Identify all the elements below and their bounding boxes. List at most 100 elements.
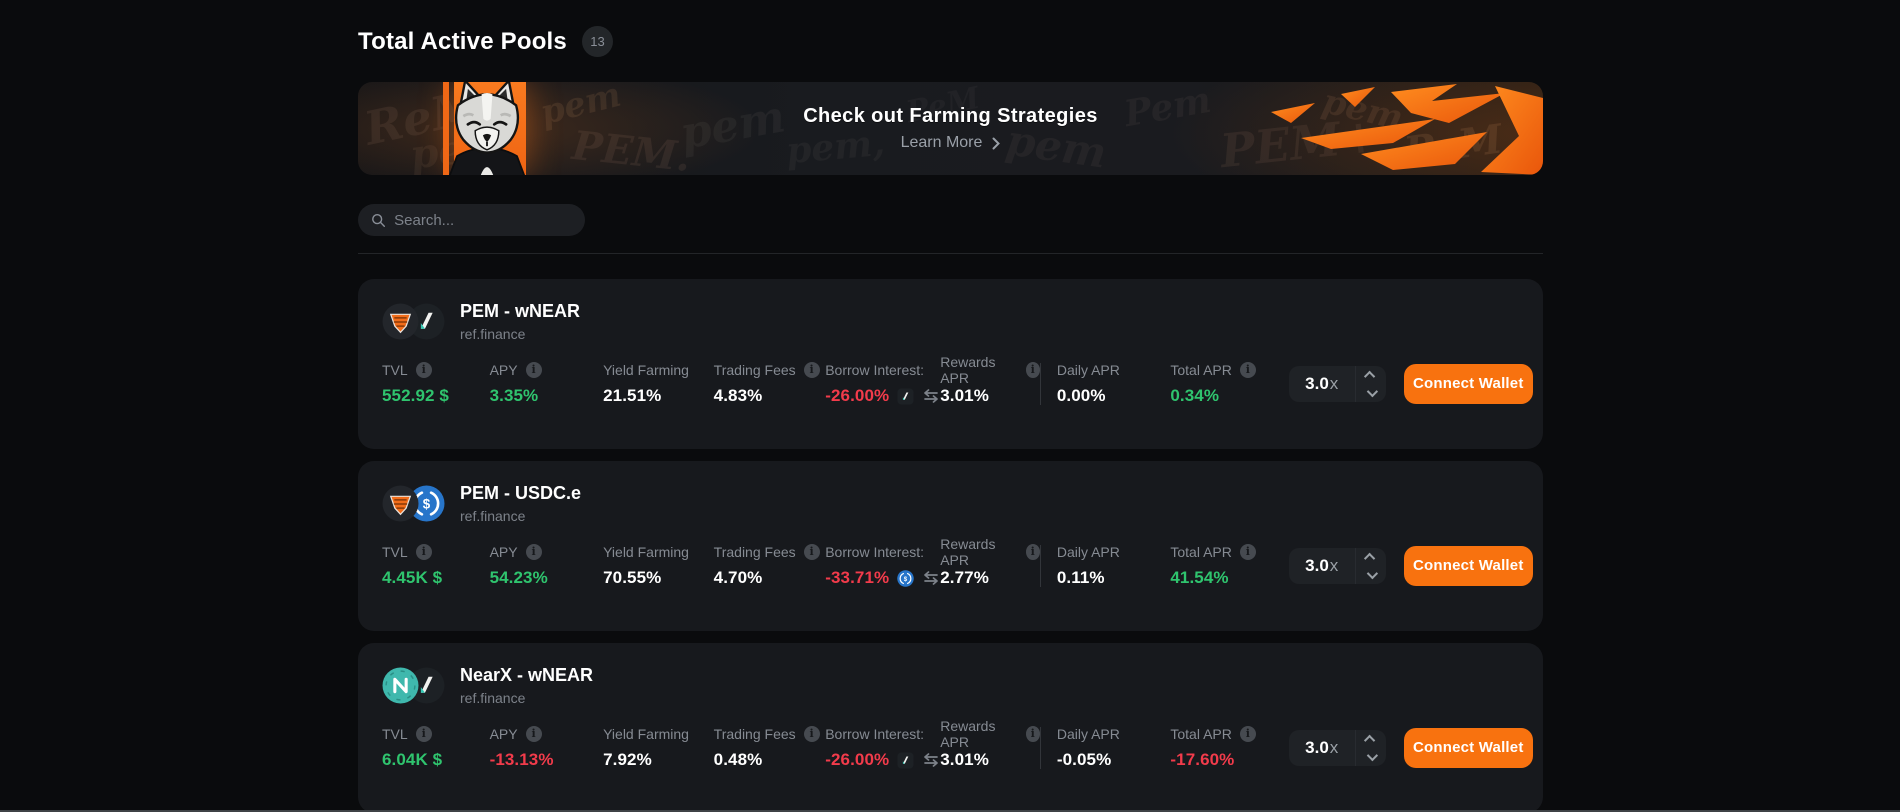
info-icon[interactable]: i [1239, 543, 1256, 560]
section-divider [358, 253, 1543, 254]
pool-token-icons [382, 667, 445, 704]
leverage-suffix: x [1329, 373, 1339, 393]
stats-divider [1039, 544, 1041, 587]
info-icon[interactable]: i [1025, 361, 1040, 378]
daily-apr-label: Daily APR [1056, 543, 1120, 560]
info-icon[interactable]: i [803, 543, 820, 560]
apy-label: APY [489, 725, 518, 742]
leverage-increase-button[interactable] [1356, 366, 1386, 384]
tvl-value: 4.45K $ [382, 568, 443, 587]
leverage-decrease-button[interactable] [1356, 566, 1386, 584]
pool-platform: ref.finance [460, 508, 526, 524]
tvl-label: TVL [382, 361, 408, 378]
leverage-stepper[interactable]: 3.0 x [1288, 547, 1386, 584]
trading-fees-value: 0.48% [713, 750, 763, 769]
learn-more-link[interactable]: Learn More [901, 134, 1001, 152]
leverage-stepper[interactable]: 3.0 x [1288, 729, 1386, 766]
leverage-decrease-button[interactable] [1356, 384, 1386, 402]
tvl-label: TVL [382, 725, 408, 742]
yield-farming-label: Yield Farming [603, 543, 689, 560]
fox-mascot-illustration [448, 82, 526, 175]
info-icon[interactable]: i [803, 725, 820, 742]
swap-borrow-asset-icon[interactable] [922, 753, 940, 767]
pools-page: Total Active Pools 13 ReM pem pem PEM. p… [358, 0, 1543, 812]
search-input[interactable] [394, 211, 572, 229]
apy-value: 54.23% [489, 568, 548, 587]
page-header: Total Active Pools 13 [358, 26, 1543, 57]
total-apr-value: 0.34% [1170, 386, 1220, 405]
banner-orange-sliver [443, 82, 449, 175]
yield-farming-label: Yield Farming [603, 361, 689, 378]
pool-count-badge: 13 [581, 26, 613, 57]
apy-value: 3.35% [489, 386, 539, 405]
connect-wallet-button[interactable]: Connect Wallet [1403, 363, 1533, 404]
borrow-interest-value: -33.71% [825, 568, 890, 587]
info-icon[interactable]: i [1239, 361, 1256, 378]
info-icon[interactable]: i [1025, 543, 1040, 560]
connect-wallet-button[interactable]: Connect Wallet [1403, 727, 1533, 768]
pool-card-pem-usdce: PEM - USDC.e ref.finance TVL i 4.45K $ AP… [358, 461, 1543, 631]
info-icon[interactable]: i [525, 543, 542, 560]
rewards-apr-label: Rewards APR [940, 717, 996, 750]
info-icon[interactable]: i [525, 361, 542, 378]
pool-card-nearx-wnear: NearX - wNEAR ref.finance TVL i 6.04K $ A… [358, 643, 1543, 812]
info-icon[interactable]: i [415, 361, 432, 378]
apy-label: APY [489, 543, 518, 560]
rewards-apr-value: 3.01% [940, 750, 989, 769]
orange-shards-decoration [1271, 84, 1543, 175]
borrow-interest-value: -26.00% [825, 386, 890, 405]
trading-fees-value: 4.83% [713, 386, 763, 405]
connect-wallet-button[interactable]: Connect Wallet [1403, 545, 1533, 586]
apy-value: -13.13% [489, 750, 554, 769]
pool-token-icons [382, 485, 445, 522]
info-icon[interactable]: i [525, 725, 542, 742]
trading-fees-label: Trading Fees [713, 361, 796, 378]
info-icon[interactable]: i [803, 361, 820, 378]
nearx-token-icon [382, 667, 419, 704]
leverage-suffix: x [1329, 555, 1339, 575]
leverage-increase-button[interactable] [1356, 548, 1386, 566]
pool-card-pem-wnear: PEM - wNEAR ref.finance TVL i 552.92 $ AP… [358, 279, 1543, 449]
daily-apr-label: Daily APR [1056, 361, 1120, 378]
pool-token-icons [382, 303, 445, 340]
total-apr-label: Total APR [1170, 361, 1232, 378]
pool-search[interactable] [358, 204, 585, 236]
bottom-divider [0, 810, 1900, 812]
daily-apr-value: 0.11% [1056, 568, 1105, 587]
pool-name: NearX - wNEAR [460, 665, 594, 685]
rewards-apr-label: Rewards APR [940, 535, 996, 568]
apy-label: APY [489, 361, 518, 378]
tvl-label: TVL [382, 543, 408, 560]
leverage-value: 3.0 [1305, 373, 1329, 393]
leverage-stepper[interactable]: 3.0 x [1288, 365, 1386, 402]
tvl-value: 6.04K $ [382, 750, 443, 769]
info-icon[interactable]: i [415, 725, 432, 742]
pem-token-icon [382, 485, 419, 522]
leverage-decrease-button[interactable] [1356, 748, 1386, 766]
info-icon[interactable]: i [1239, 725, 1256, 742]
pool-name: PEM - USDC.e [460, 483, 582, 503]
swap-borrow-asset-icon[interactable] [922, 389, 940, 403]
yield-farming-label: Yield Farming [603, 725, 689, 742]
trading-fees-value: 4.70% [713, 568, 763, 587]
swap-borrow-asset-icon[interactable] [922, 571, 940, 585]
wnear-borrow-token-icon [897, 751, 914, 769]
rewards-apr-value: 3.01% [940, 386, 989, 405]
pem-token-icon [382, 303, 419, 340]
daily-apr-label: Daily APR [1056, 725, 1120, 742]
pool-platform: ref.finance [460, 326, 526, 342]
page-title: Total Active Pools [358, 27, 567, 55]
info-icon[interactable]: i [415, 543, 432, 560]
daily-apr-value: 0.00% [1056, 386, 1106, 405]
trading-fees-label: Trading Fees [713, 543, 796, 560]
leverage-increase-button[interactable] [1356, 730, 1386, 748]
info-icon[interactable]: i [1025, 725, 1040, 742]
trading-fees-label: Trading Fees [713, 725, 796, 742]
leverage-value: 3.0 [1305, 737, 1329, 757]
borrow-interest-label: Borrow Interest: [825, 543, 925, 560]
wnear-borrow-token-icon [897, 387, 914, 405]
total-apr-value: -17.60% [1170, 750, 1235, 769]
yield-farming-value: 21.51% [603, 386, 662, 405]
search-icon [372, 213, 385, 227]
total-apr-label: Total APR [1170, 543, 1232, 560]
